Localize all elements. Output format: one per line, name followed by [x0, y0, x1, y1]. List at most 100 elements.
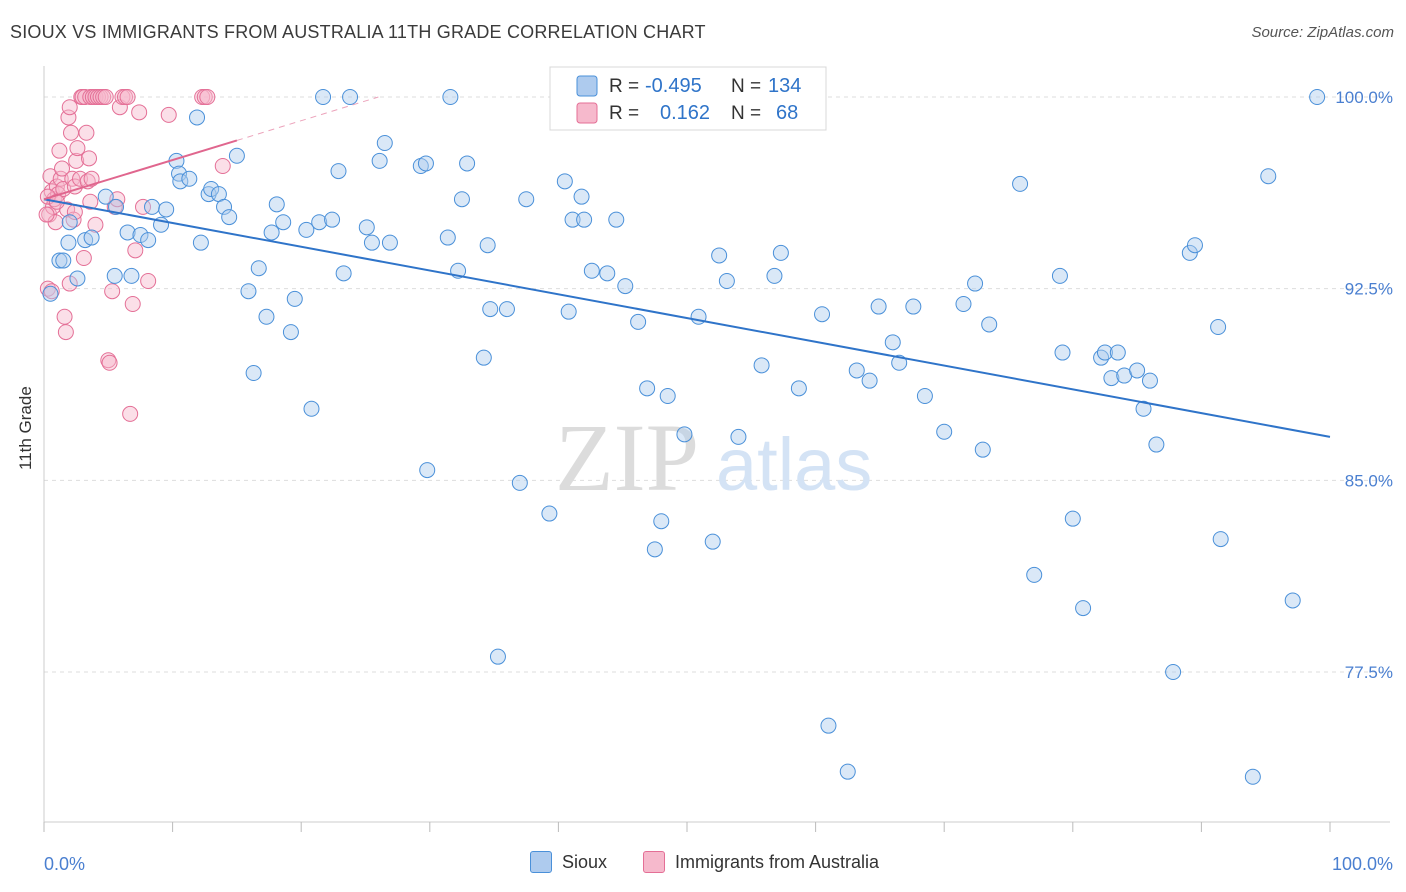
- point-sioux: [1141, 372, 1158, 389]
- point-australia: [119, 89, 136, 105]
- point-australia: [131, 104, 148, 121]
- point-australia: [214, 158, 231, 174]
- point-sioux: [772, 244, 789, 261]
- x-tick-label: 0.0%: [44, 854, 85, 874]
- point-sioux: [1181, 244, 1198, 261]
- point-sioux: [676, 426, 693, 443]
- point-sioux: [482, 301, 499, 318]
- point-sioux: [704, 533, 721, 550]
- point-sioux: [311, 214, 328, 231]
- point-sioux: [489, 648, 506, 665]
- point-australia: [54, 160, 71, 177]
- point-sioux: [250, 260, 267, 277]
- point-sioux: [861, 372, 878, 389]
- point-sioux: [298, 221, 315, 238]
- point-sioux: [1012, 175, 1029, 192]
- point-sioux: [158, 201, 175, 218]
- point-australia: [43, 283, 60, 300]
- trend-lines: [43, 96, 1331, 438]
- watermark-atlas: atlas: [716, 423, 872, 506]
- point-sioux: [573, 188, 590, 205]
- point-sioux: [453, 191, 470, 208]
- point-australia: [83, 170, 100, 187]
- point-sioux: [181, 170, 198, 187]
- point-sioux: [560, 303, 577, 320]
- legend-swatch-australia: [576, 102, 598, 124]
- point-australia: [75, 250, 92, 266]
- trend-line-australia: [43, 139, 238, 201]
- point-sioux: [123, 267, 140, 284]
- series-immigrants-from-australia: [38, 89, 231, 422]
- point-sioux: [83, 229, 100, 246]
- source-note: Source: ZipAtlas.com: [1251, 24, 1394, 41]
- point-sioux: [240, 283, 257, 300]
- point-sioux: [848, 362, 865, 379]
- point-australia: [57, 324, 74, 341]
- point-sioux: [1284, 592, 1301, 609]
- point-sioux: [1075, 600, 1092, 617]
- tick-labels: 77.5% 85.0% 92.5% 100.0% 0.0% 100.0%: [44, 88, 1393, 874]
- point-sioux: [646, 541, 663, 558]
- point-sioux: [106, 267, 123, 284]
- point-australia: [56, 308, 73, 325]
- point-australia: [82, 193, 99, 210]
- point-sioux: [228, 147, 245, 164]
- point-australia: [199, 89, 216, 105]
- point-sioux: [221, 209, 238, 226]
- watermark: ZIP atlas: [555, 404, 872, 511]
- point-sioux: [1260, 168, 1277, 185]
- point-sioux: [144, 198, 161, 215]
- point-sioux: [967, 275, 984, 292]
- point-sioux: [1186, 237, 1203, 254]
- point-sioux: [189, 109, 206, 126]
- point-sioux: [884, 334, 901, 351]
- legend-n-label-1: N =: [731, 76, 761, 97]
- point-sioux: [814, 306, 831, 323]
- point-sioux: [419, 462, 436, 479]
- point-sioux: [77, 232, 94, 249]
- point-australia: [51, 142, 68, 159]
- point-sioux: [1165, 664, 1182, 680]
- point-sioux: [132, 227, 149, 243]
- point-sioux: [541, 505, 558, 522]
- legend-label-australia: Immigrants from Australia: [675, 851, 880, 872]
- point-sioux: [1212, 531, 1229, 548]
- legend-r-label-2: R =: [609, 103, 639, 124]
- point-sioux: [870, 298, 887, 315]
- point-sioux: [891, 354, 908, 371]
- legend-r-value-1: -0.495: [645, 75, 702, 97]
- point-sioux: [381, 234, 398, 251]
- point-sioux: [639, 380, 656, 397]
- point-australia: [87, 216, 104, 233]
- x-tick-label: 100.0%: [1332, 854, 1393, 874]
- legend-bottom: Sioux Immigrants from Australia: [0, 851, 1406, 879]
- point-sioux: [617, 278, 634, 295]
- y-tick-label: 85.0%: [1345, 471, 1393, 490]
- point-sioux: [371, 152, 388, 169]
- watermark-zip: ZIP: [555, 404, 699, 511]
- point-australia: [52, 170, 69, 187]
- point-sioux: [599, 265, 616, 282]
- point-sioux: [498, 301, 515, 318]
- point-australia: [78, 124, 95, 141]
- point-sioux: [479, 237, 496, 254]
- point-australia: [81, 150, 98, 167]
- legend-n-label-2: N =: [731, 103, 761, 124]
- point-sioux: [1210, 319, 1227, 335]
- point-sioux: [303, 400, 320, 417]
- point-sioux: [55, 252, 72, 269]
- point-sioux: [753, 357, 770, 374]
- point-sioux: [1026, 566, 1043, 583]
- legend-swatch-sioux: [576, 75, 598, 97]
- point-sioux: [981, 316, 998, 333]
- point-sioux: [376, 135, 393, 151]
- point-sioux: [315, 89, 332, 105]
- point-sioux: [268, 196, 285, 213]
- point-sioux: [192, 234, 209, 251]
- point-australia: [124, 296, 141, 312]
- point-sioux: [730, 428, 747, 445]
- trend-line-australia-extension: [236, 96, 379, 141]
- y-tick-label: 92.5%: [1345, 280, 1393, 299]
- point-sioux: [766, 267, 783, 284]
